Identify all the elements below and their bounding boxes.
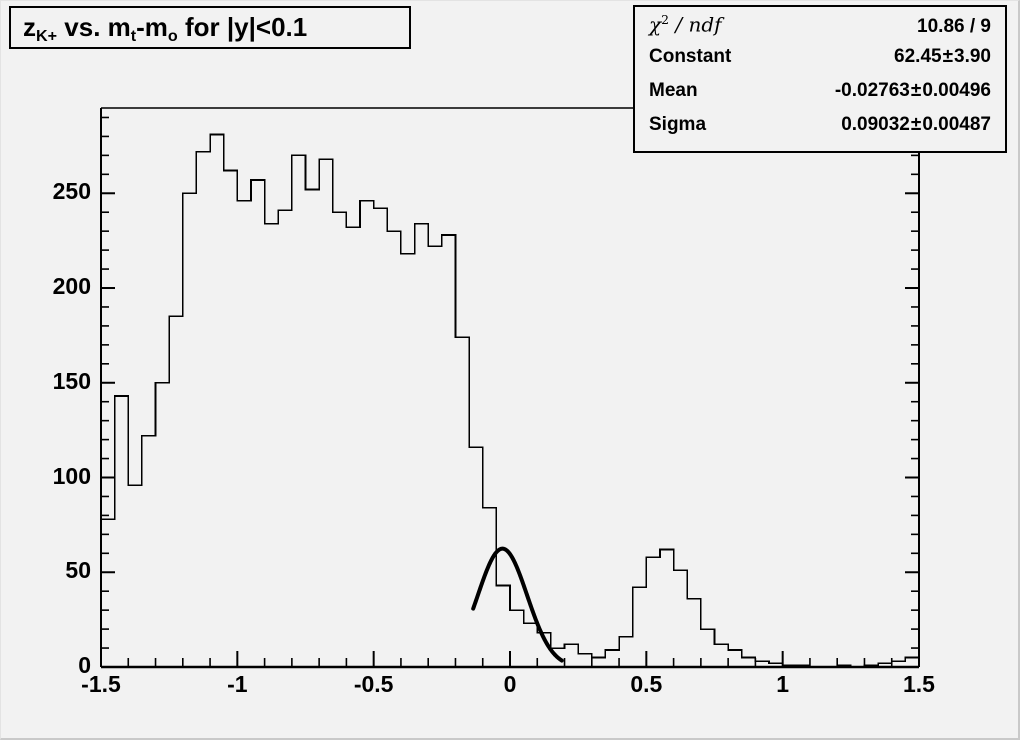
x-tick-label: 0.5 <box>630 671 663 697</box>
stat-label-sigma: Sigma <box>649 114 707 135</box>
y-tick-label: 150 <box>52 367 91 394</box>
page-title: zK+ vs. mt-mo for |y|<0.1 <box>23 12 308 45</box>
x-tick-label: 1 <box>776 671 790 697</box>
x-tick-label: 0 <box>503 671 517 697</box>
stat-row-mean: Mean -0.02763±0.00496 <box>649 80 991 114</box>
stat-value-mean: -0.02763±0.00496 <box>834 80 991 101</box>
fit-curve-path <box>471 546 564 663</box>
y-tick-label: 100 <box>52 462 91 489</box>
stat-row-sigma: Sigma 0.09032±0.00487 <box>649 114 991 148</box>
histogram-outline <box>100 133 920 668</box>
stat-row-constant: Constant 62.45±3.90 <box>649 46 991 80</box>
stat-label-mean: Mean <box>649 80 698 101</box>
histogram-step-path <box>100 133 920 668</box>
x-tick-label: -0.5 <box>353 671 394 697</box>
x-tick-label: -1.5 <box>81 671 121 697</box>
stat-value-constant: 62.45±3.90 <box>894 46 991 67</box>
axis-frame <box>100 107 920 669</box>
stat-label-chi2: χ2 / ndf <box>649 12 722 37</box>
stat-value-sigma: 0.09032±0.00487 <box>841 114 991 135</box>
stat-value-chi2: 10.86 / 9 <box>917 15 991 37</box>
gaussian-fit-curve <box>471 546 564 663</box>
y-tick-label: 250 <box>52 178 91 205</box>
x-tick-label: 1.5 <box>903 671 935 697</box>
fit-stats-box: χ2 / ndf 10.86 / 9 Constant 62.45±3.90 M… <box>633 5 1007 153</box>
stat-label-constant: Constant <box>649 46 732 67</box>
stat-row-chi2: χ2 / ndf 10.86 / 9 <box>649 12 991 46</box>
plus-minus-icon: ± <box>910 114 922 135</box>
plus-minus-icon: ± <box>942 46 954 67</box>
plot-title-box: zK+ vs. mt-mo for |y|<0.1 <box>9 6 411 49</box>
y-tick-label: 0 <box>78 652 91 678</box>
plus-minus-icon: ± <box>910 80 922 101</box>
x-tick-label: -1 <box>227 671 248 697</box>
axis-ticks <box>100 116 920 668</box>
y-tick-label: 200 <box>52 273 91 300</box>
y-tick-label: 50 <box>65 557 91 584</box>
